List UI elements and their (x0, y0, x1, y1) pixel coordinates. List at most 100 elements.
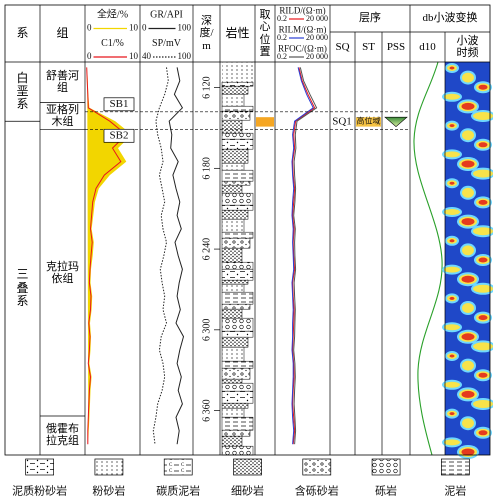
lithology-bed (221, 169, 254, 182)
legend-swatch (163, 458, 193, 476)
pss-header-box: PSS (387, 41, 405, 53)
legend-label: 含砾砂岩 (295, 484, 339, 498)
curve-name: GR/API (150, 9, 183, 20)
depth-tick-label: 6 180 (201, 157, 212, 180)
lithology-bed (221, 85, 249, 95)
lithology-bed (221, 105, 254, 112)
formation-name: 亚格列木组 (46, 103, 79, 128)
sq-header-box: SQ (335, 41, 349, 53)
wavelet-blob (449, 66, 455, 70)
scale-max: 10 (129, 23, 139, 33)
curve-name: RILD/(Ω·m) (279, 6, 325, 16)
lithology-bed (221, 317, 254, 332)
wavelet-blob (478, 430, 488, 436)
legend-label: 粉砂岩 (92, 484, 125, 498)
lithology-bed (221, 93, 245, 107)
lithology-bed (221, 138, 254, 150)
wavelet-blob (461, 160, 475, 168)
lithology-bed (221, 204, 254, 211)
d10-header: d10 (419, 40, 436, 53)
wavelet-blob (461, 333, 475, 341)
lithology-bed (221, 445, 254, 456)
lithology-bed (221, 367, 251, 380)
wavelet-blob (478, 257, 488, 263)
lithology-bed (221, 416, 254, 431)
formation-name-box: 俄霍布拉克组 (46, 423, 79, 447)
wavelet-blob (444, 266, 460, 273)
legend-swatch (25, 458, 54, 476)
depth-tick-label: 6 120 (201, 76, 212, 99)
wavelet-blob (444, 324, 460, 331)
lithology-bed (221, 336, 249, 348)
boundary-label: SB1 (110, 98, 129, 110)
wavelet-header: db小波变换 (422, 12, 478, 25)
curve-name: RFOC/(Ω·m) (278, 44, 327, 54)
curve-line (292, 67, 316, 445)
legend-swatch (371, 458, 401, 476)
lithology-bed (221, 218, 245, 233)
wavelet-blob (473, 169, 493, 178)
d10-curve (413, 61, 443, 456)
curve-area (87, 67, 132, 445)
lithology-bed (221, 390, 254, 404)
wavelet-blob (473, 342, 493, 351)
scale-min: 0.2 (277, 33, 287, 42)
lithology-bed (221, 231, 254, 239)
system-name-box: 三叠系 (16, 267, 29, 308)
legend-label: 细砂岩 (231, 484, 264, 498)
lithology-bed (221, 209, 249, 220)
system-name: 三叠系 (16, 267, 29, 308)
wavelet-blob (444, 93, 460, 100)
wavelet-blob (449, 354, 455, 358)
st-header: ST (362, 40, 375, 53)
wavelet-blob (473, 400, 493, 408)
legend-swatch (94, 458, 124, 476)
frame (4, 4, 491, 456)
st-header-box: ST (362, 40, 375, 53)
wavelet-blob (478, 315, 488, 321)
wavelet-blob (462, 360, 474, 371)
boundary-label-box (103, 97, 135, 112)
formation-name-box: 克拉玛依组 (46, 260, 79, 285)
lithology-bed (221, 148, 249, 164)
system-name-box: 白垩系 (16, 70, 29, 112)
lithology-bed (221, 378, 243, 384)
sequence-header-box: 层序 (359, 12, 381, 25)
lithology-bed (221, 247, 243, 263)
sequence-header: 层序 (359, 12, 381, 25)
lithology-bed (221, 119, 243, 134)
scale-max: 20 000 (306, 33, 328, 42)
core-header-box: 取心位置 (259, 9, 271, 58)
depth-tick-label: 6 360 (201, 399, 212, 422)
curve-name: 全烃/% (97, 7, 128, 20)
lithology-bed (221, 308, 243, 319)
core-interval (256, 117, 274, 127)
formation-header: 组 (56, 25, 69, 40)
core-header: 取心位置 (259, 9, 271, 58)
system-name: 白垩系 (16, 70, 29, 112)
lithology-bed (221, 261, 254, 270)
wavelet-blob (462, 130, 474, 141)
legend-swatch (441, 458, 470, 476)
wavelet-blob (444, 209, 460, 215)
lithology-bed (221, 407, 245, 418)
wavelet-blob (473, 112, 493, 120)
lithology-bed (221, 283, 245, 293)
lithology-bed (221, 162, 245, 171)
formation-name: 克拉玛依组 (46, 260, 79, 285)
pss-triangle (384, 116, 408, 127)
legend-label: 泥岩 (444, 484, 466, 498)
lithology-bed (221, 346, 245, 362)
depth-tick-label: 6 240 (201, 238, 212, 261)
system-header: 系 (16, 25, 29, 40)
wavelet-blob (473, 227, 493, 236)
depth-header-box: 深度/m (199, 15, 213, 51)
lithology-header-box: 岩性 (225, 25, 250, 40)
wavelet-header-box: db小波变换 (422, 12, 478, 25)
lithology-top (222, 62, 253, 83)
lithology-header: 岩性 (225, 25, 250, 40)
lithology-bed (221, 81, 254, 87)
curve-line (168, 67, 185, 445)
sequence-name: SQ1 (332, 115, 352, 127)
lithology-bed (221, 192, 254, 206)
